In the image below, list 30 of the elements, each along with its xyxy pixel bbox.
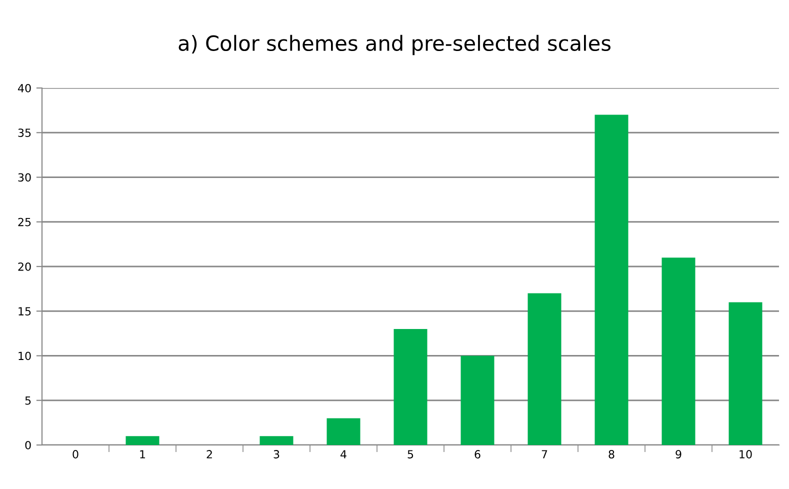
x-tick-label: 3 [274, 450, 280, 458]
x-tick-label: 1 [140, 450, 146, 458]
x-tick-label: 9 [676, 450, 682, 458]
y-tick-label: 15 [18, 307, 31, 316]
x-tick-label: 5 [408, 450, 414, 458]
x-tick-label: 8 [608, 450, 614, 458]
x-tick-label: 0 [72, 450, 78, 458]
bar [594, 114, 628, 445]
x-tick-label: 4 [340, 450, 346, 458]
y-tick-label: 40 [18, 84, 31, 92]
chart-title: a) Color schemes and pre-selected scales [178, 34, 610, 56]
y-tick-label: 5 [25, 396, 31, 405]
x-tick-label: 6 [474, 450, 480, 458]
bar [126, 436, 160, 445]
bar [728, 302, 762, 445]
y-tick-label: 30 [18, 173, 31, 182]
bar [394, 328, 428, 445]
bar [260, 436, 294, 445]
y-tick-label: 25 [18, 218, 31, 226]
bar [326, 418, 360, 445]
y-tick-label: 0 [25, 440, 31, 450]
y-tick-label: 35 [18, 128, 31, 138]
bar [528, 293, 562, 445]
bar [662, 258, 696, 445]
x-tick-label: 2 [206, 450, 212, 458]
x-tick-label: 7 [542, 450, 548, 458]
y-tick-label: 20 [18, 262, 31, 271]
y-tick-label: 10 [18, 352, 31, 360]
bar [460, 356, 494, 445]
x-tick-label: 10 [740, 450, 752, 458]
